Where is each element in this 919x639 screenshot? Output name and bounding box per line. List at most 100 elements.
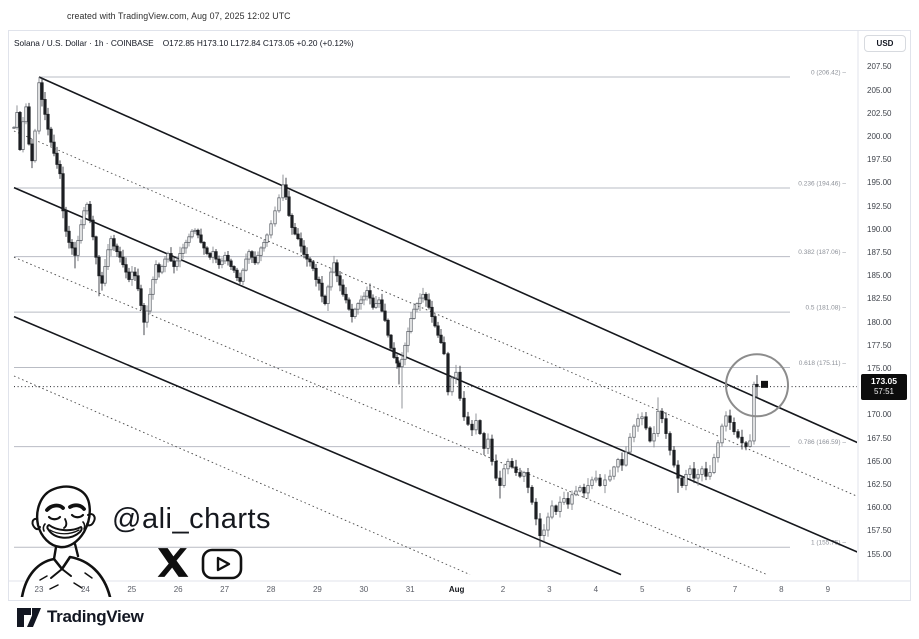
candle-body bbox=[43, 99, 47, 115]
fib-level-label: 0.786 (166.59) – bbox=[798, 439, 846, 446]
x-logo-icon bbox=[157, 548, 189, 577]
candle-body bbox=[296, 233, 300, 240]
price-tick-label: 162.50 bbox=[867, 480, 892, 490]
price-marker-square bbox=[761, 380, 768, 388]
candle-body bbox=[644, 416, 648, 429]
candle-body bbox=[76, 240, 80, 256]
candle-body bbox=[154, 264, 158, 280]
candle-body bbox=[217, 258, 221, 266]
candle-body bbox=[590, 479, 594, 486]
candle-body bbox=[199, 234, 203, 243]
candle-body bbox=[124, 264, 128, 273]
candle-body bbox=[652, 433, 656, 442]
candle-body bbox=[256, 254, 260, 264]
created-with-line: created with TradingView.com, Aug 07, 20… bbox=[67, 11, 291, 21]
youtube-icon bbox=[201, 548, 243, 580]
candle-body bbox=[586, 485, 590, 494]
price-scale[interactable]: 207.50 205.00 202.50 200.00 197.50 195.00 192.… bbox=[858, 0, 919, 639]
candle-body bbox=[61, 173, 65, 212]
candle-body bbox=[12, 126, 16, 129]
symbol-info-bar[interactable]: Solana / U.S. Dollar · 1h · COINBASE O172… bbox=[14, 38, 354, 48]
candle-body bbox=[409, 318, 413, 332]
candle-body bbox=[115, 245, 119, 253]
candle-body bbox=[542, 529, 546, 537]
candle-body bbox=[250, 251, 254, 258]
candle-body bbox=[166, 253, 170, 260]
candle-body bbox=[594, 477, 598, 481]
candle-body bbox=[415, 303, 419, 310]
candle-body bbox=[740, 436, 744, 444]
candle-body bbox=[566, 498, 570, 505]
price-tick-label: 187.50 bbox=[867, 248, 892, 258]
candle-body bbox=[287, 196, 291, 216]
candle-body bbox=[660, 410, 664, 420]
last-price-value: 173.05 bbox=[871, 375, 897, 386]
candle-body bbox=[454, 371, 458, 379]
candle-body bbox=[88, 203, 92, 221]
candle-body bbox=[704, 468, 708, 477]
candle-body bbox=[244, 258, 248, 271]
candle-body bbox=[439, 334, 443, 343]
candle-body bbox=[406, 331, 410, 346]
candle-body bbox=[265, 234, 269, 243]
candle-body bbox=[744, 442, 748, 447]
candle-body bbox=[127, 271, 131, 280]
candle-body bbox=[680, 477, 684, 486]
candle-body bbox=[100, 275, 104, 284]
candle-body bbox=[338, 275, 342, 286]
candle-body bbox=[412, 308, 416, 319]
candle-body bbox=[259, 247, 263, 256]
candle-body bbox=[578, 486, 582, 492]
ali-charts-handle: @ali_charts bbox=[112, 503, 272, 535]
candle-body bbox=[311, 261, 315, 269]
candle-body bbox=[184, 241, 188, 249]
candle-body bbox=[356, 303, 360, 310]
fib-level-label: 0 (206.42) – bbox=[811, 70, 846, 77]
candle-body bbox=[24, 106, 28, 123]
candle-body bbox=[383, 310, 387, 321]
candle-body bbox=[27, 106, 31, 145]
tradingview-logo-text: TradingView bbox=[47, 607, 144, 626]
candle-body bbox=[458, 371, 462, 399]
candle-body bbox=[335, 262, 339, 277]
fib-level-label: 1 (155.75) – bbox=[811, 540, 846, 547]
candle-body bbox=[474, 420, 478, 431]
candle-body bbox=[624, 451, 628, 466]
price-tick-label: 205.00 bbox=[867, 85, 892, 95]
candle-body bbox=[33, 130, 37, 162]
candle-body bbox=[430, 306, 434, 318]
candle-body bbox=[332, 262, 336, 273]
candle-body bbox=[486, 438, 490, 449]
candle-body bbox=[530, 486, 534, 503]
candle-body bbox=[290, 215, 294, 228]
candle-body bbox=[229, 260, 233, 267]
ali-charts-avatar-sketch bbox=[20, 485, 112, 597]
ohlc-values: O172.85 H173.10 L172.84 C173.05 +0.20 (+… bbox=[162, 38, 354, 48]
candle-body bbox=[466, 416, 470, 425]
candle-body bbox=[668, 433, 672, 451]
candle-body bbox=[534, 501, 538, 520]
candle-body bbox=[392, 347, 396, 358]
candle-body bbox=[664, 418, 668, 434]
candle-body bbox=[400, 358, 404, 368]
candle-body bbox=[510, 460, 514, 468]
candle-body bbox=[470, 423, 474, 431]
candle-body bbox=[157, 264, 161, 273]
price-tick-label: 157.50 bbox=[867, 526, 892, 536]
candle-body bbox=[308, 258, 312, 263]
candle-body bbox=[46, 113, 50, 130]
candle-body bbox=[377, 299, 381, 305]
candle-body bbox=[85, 203, 89, 212]
candle-body bbox=[490, 438, 494, 462]
tradingview-attribution[interactable]: TradingView bbox=[16, 606, 144, 628]
candle-body bbox=[169, 253, 173, 262]
price-tick-label: 170.00 bbox=[867, 410, 892, 420]
currency-toggle-button[interactable]: USD bbox=[864, 35, 906, 52]
candle-body bbox=[736, 431, 740, 438]
trendline-dashed bbox=[13, 130, 857, 497]
candle-body bbox=[82, 210, 86, 226]
trendline-solid bbox=[13, 315, 622, 576]
candle-body bbox=[421, 293, 425, 299]
